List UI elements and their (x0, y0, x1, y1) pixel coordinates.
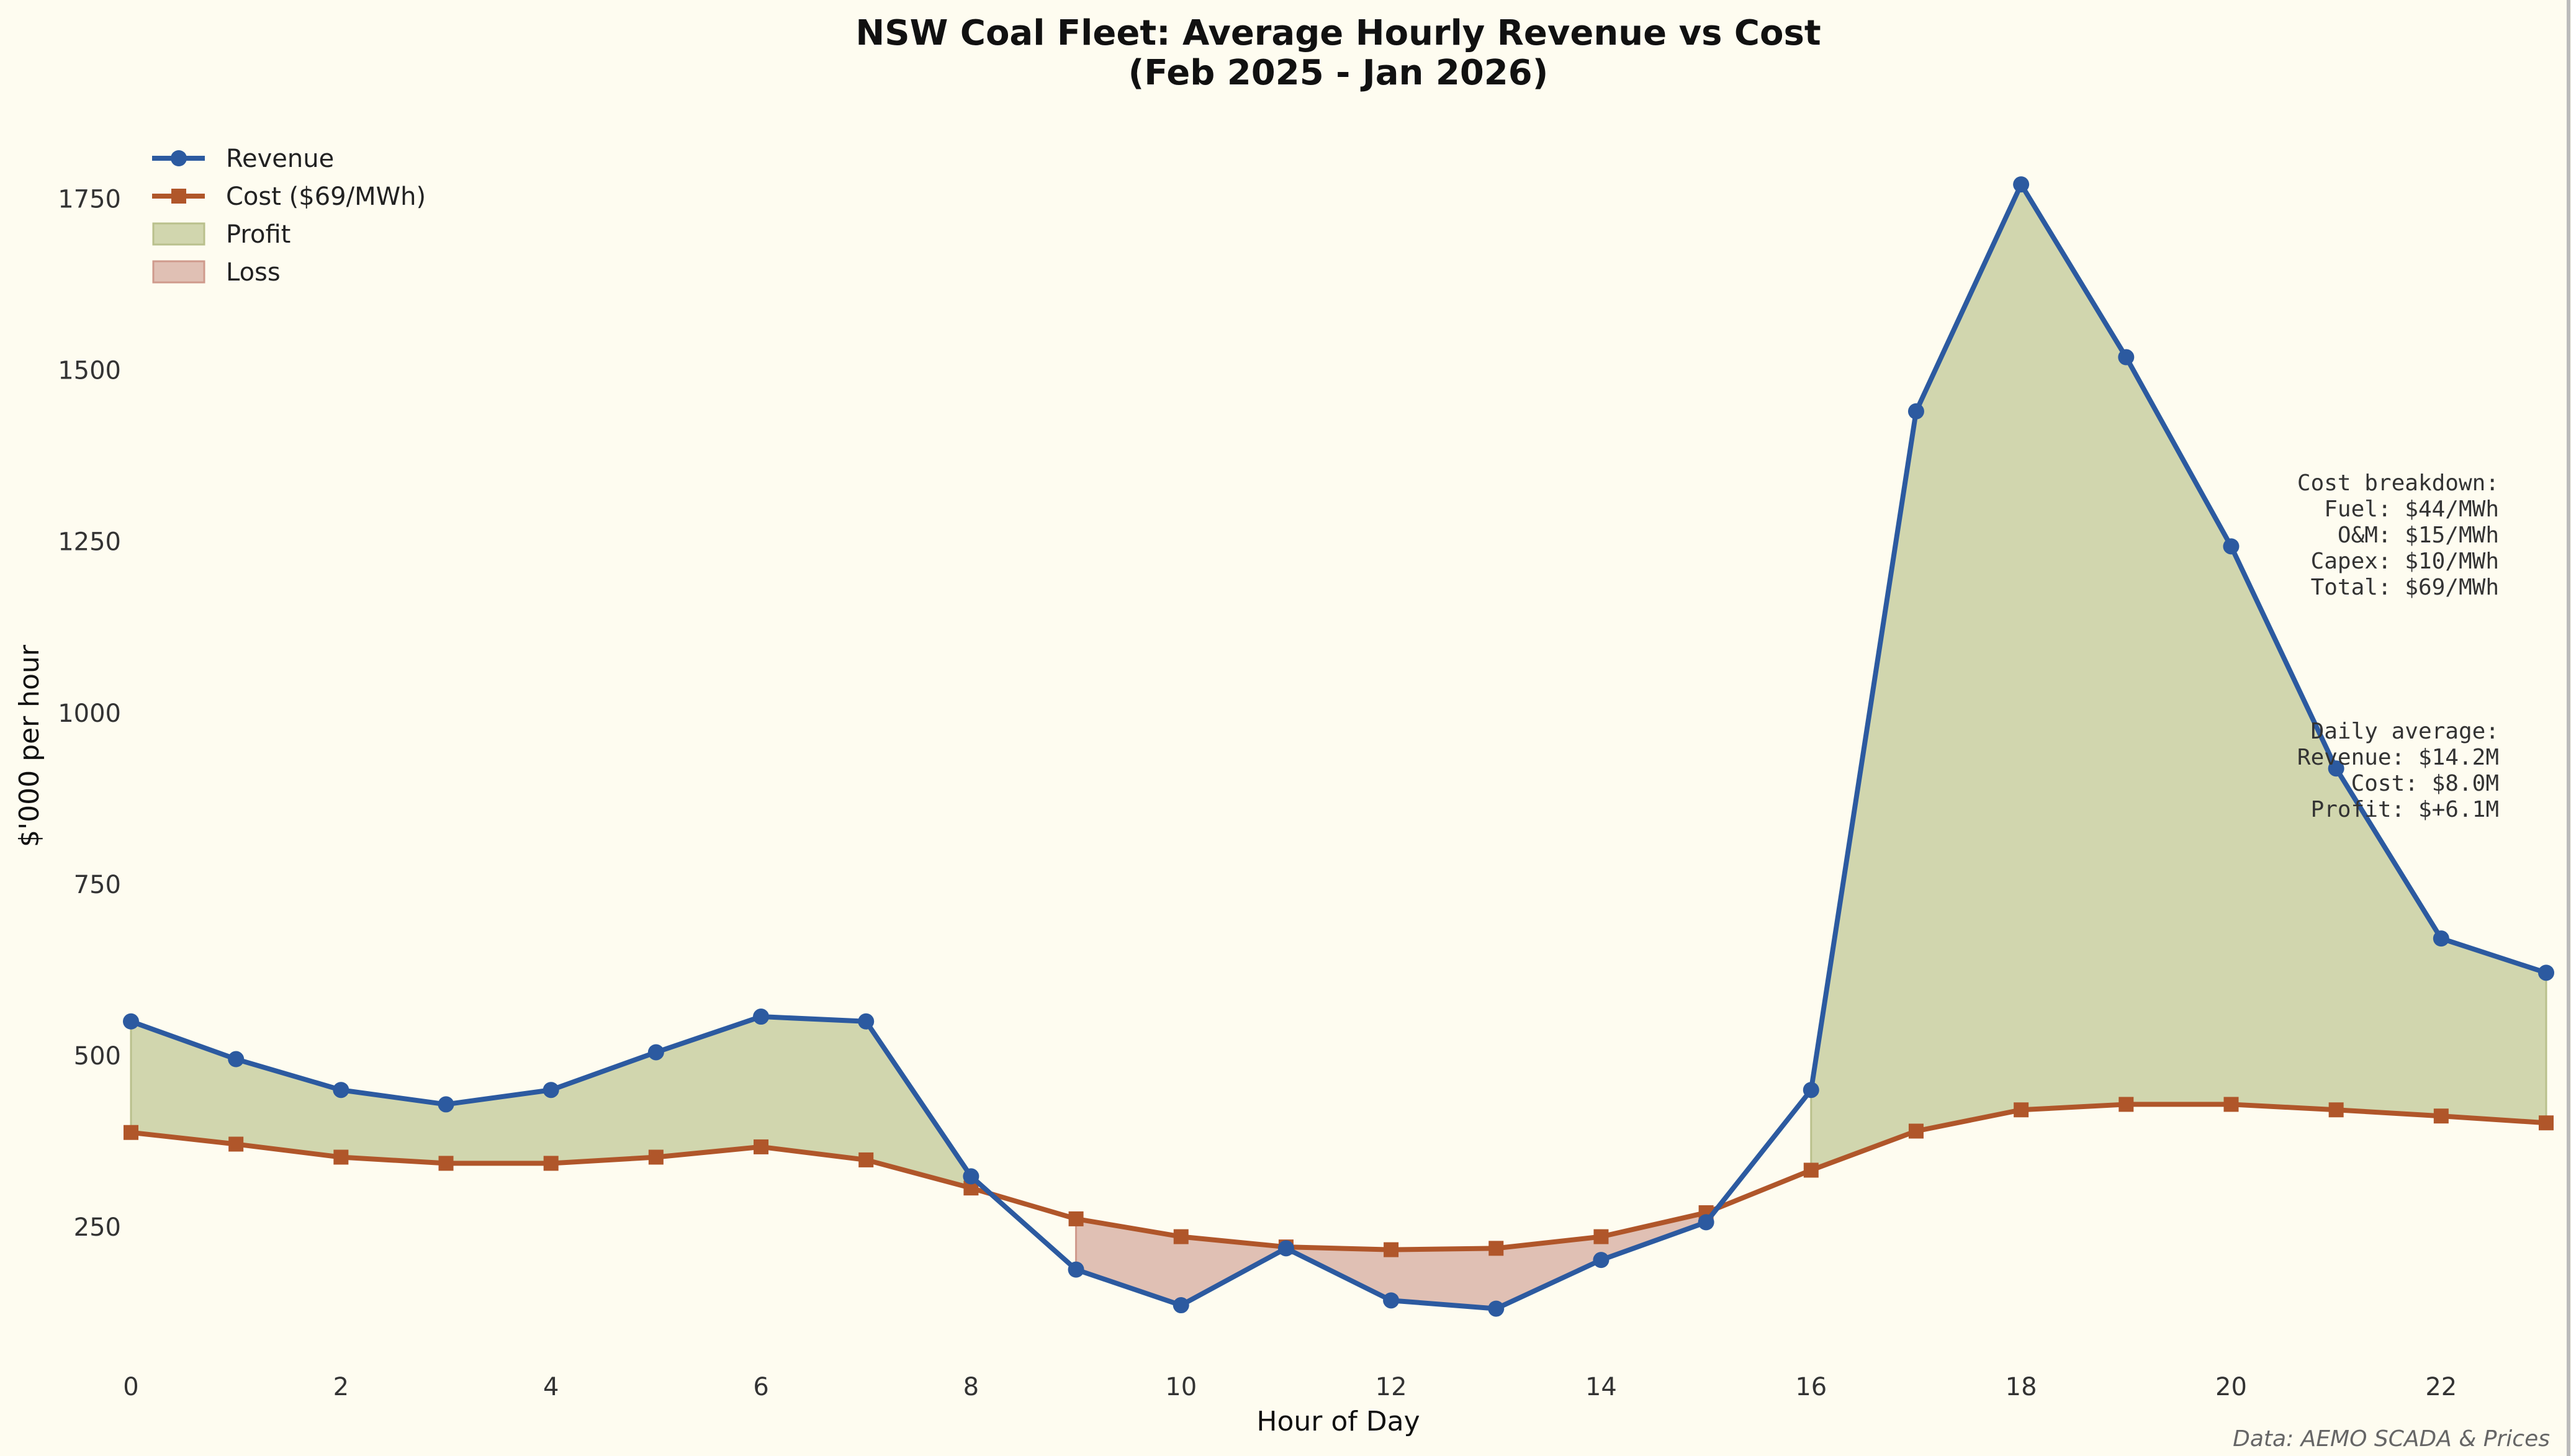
legend-loss-label: Loss (226, 258, 281, 287)
cost-point (1173, 1229, 1189, 1244)
legend: Revenue Cost ($69/MWh) Profit Loss (152, 145, 426, 287)
revenue-line (130, 182, 2547, 1311)
revenue-point (123, 1013, 139, 1030)
y-tick-label: 1500 (58, 356, 121, 385)
legend-revenue-label: Revenue (226, 145, 334, 173)
cost-point (858, 1152, 874, 1167)
x-tick-label: 2 (333, 1373, 349, 1401)
legend-cost-label: Cost ($69/MWh) (226, 182, 426, 211)
chart-subtitle: (Feb 2025 - Jan 2026) (1128, 53, 1549, 93)
cost-point (1068, 1211, 1084, 1226)
revenue-point (2223, 538, 2240, 555)
revenue-point (2538, 964, 2554, 981)
revenue-point (963, 1168, 979, 1185)
revenue-point (438, 1096, 454, 1113)
cost-point (2118, 1097, 2134, 1112)
revenue-point (2433, 930, 2449, 947)
revenue-point (333, 1082, 349, 1099)
cost-point (1803, 1162, 1819, 1178)
daily-average-annotation: Daily average: Revenue: $14.2M Cost: $8.… (2297, 719, 2499, 822)
revenue-point (1907, 403, 1924, 420)
revenue-point (1803, 1082, 1819, 1099)
y-ticks: 250 500 750 1000 1250 1500 1750 (58, 185, 121, 1242)
x-tick-label: 22 (2425, 1373, 2457, 1401)
cost-point (2539, 1115, 2554, 1131)
cost-point (333, 1149, 349, 1165)
cost-point (1384, 1242, 1399, 1257)
x-tick-label: 6 (753, 1373, 768, 1401)
y-tick-label: 1000 (58, 699, 121, 728)
revenue-point (858, 1013, 875, 1030)
revenue-point (2118, 349, 2135, 366)
chart-title: NSW Coal Fleet: Average Hourly Revenue v… (855, 13, 1821, 53)
revenue-point (1593, 1252, 1610, 1269)
annotation-line: Fuel: $44/MWh (2324, 497, 2499, 522)
x-tick-label: 14 (1585, 1373, 1617, 1401)
cost-point (543, 1156, 559, 1171)
legend-loss-swatch (152, 260, 205, 284)
y-tick-label: 500 (74, 1042, 121, 1071)
profit-area (1810, 182, 2547, 1172)
y-tick-label: 1250 (58, 528, 121, 557)
cost-point (124, 1125, 138, 1140)
legend-cost-marker (171, 189, 186, 204)
y-axis-label: $'000 per hour (14, 644, 45, 847)
revenue-point (753, 1009, 770, 1025)
x-tick-label: 10 (1165, 1373, 1197, 1401)
cost-breakdown-annotation: Cost breakdown: Fuel: $44/MWh O&M: $15/M… (2297, 470, 2499, 600)
revenue-point (1698, 1214, 1714, 1231)
y-tick-label: 250 (74, 1213, 121, 1242)
cost-point (438, 1156, 454, 1171)
annotation-line: Revenue: $14.2M (2297, 745, 2499, 770)
revenue-point (1173, 1297, 1189, 1314)
annotation-line: Daily average: (2311, 719, 2499, 744)
x-tick-label: 16 (1795, 1373, 1827, 1401)
annotation-line: Total: $69/MWh (2311, 575, 2499, 600)
cost-line (130, 1102, 2547, 1252)
cost-point (1488, 1241, 1504, 1256)
x-tick-label: 8 (963, 1373, 979, 1401)
legend-profit-label: Profit (226, 220, 290, 249)
cost-point (1593, 1229, 1609, 1244)
x-tick-label: 4 (543, 1373, 559, 1401)
cost-point (2223, 1097, 2239, 1112)
revenue-point (1488, 1300, 1505, 1317)
revenue-point (1068, 1261, 1084, 1278)
annotation-line: Cost breakdown: (2297, 470, 2499, 496)
revenue-point (647, 1044, 664, 1061)
x-tick-label: 18 (2006, 1373, 2037, 1401)
fill-areas (130, 182, 2547, 1310)
source-note: Data: AEMO SCADA & Prices (2233, 1426, 2550, 1452)
x-axis-label: Hour of Day (1256, 1406, 1420, 1437)
series-lines (123, 176, 2554, 1317)
cost-point (1908, 1123, 1924, 1139)
legend-profit-swatch (152, 222, 205, 246)
cost-point (648, 1149, 664, 1165)
y-tick-label: 1750 (58, 185, 121, 213)
revenue-point (543, 1082, 559, 1099)
annotation-line: Cost: $8.0M (2351, 771, 2499, 796)
x-tick-label: 0 (123, 1373, 138, 1401)
annotation-line: Profit: $+6.1M (2311, 797, 2499, 822)
cost-point (228, 1136, 244, 1152)
revenue-point (1277, 1240, 1294, 1257)
cost-point (2014, 1102, 2029, 1118)
legend-revenue-marker (171, 150, 187, 166)
x-tick-label: 20 (2215, 1373, 2247, 1401)
x-tick-label: 12 (1376, 1373, 1407, 1401)
annotation-line: O&M: $15/MWh (2338, 523, 2499, 548)
revenue-point (1383, 1292, 1400, 1309)
cost-point (2328, 1102, 2344, 1118)
y-tick-label: 750 (74, 871, 121, 899)
cost-point (754, 1139, 769, 1154)
annotation-line: Capex: $10/MWh (2311, 549, 2499, 574)
revenue-point (228, 1051, 245, 1067)
cost-point (2433, 1108, 2449, 1124)
revenue-point (2328, 760, 2344, 777)
revenue-point (2013, 176, 2030, 193)
x-ticks: 0 2 4 6 8 10 12 14 16 18 20 22 (123, 1373, 2457, 1401)
